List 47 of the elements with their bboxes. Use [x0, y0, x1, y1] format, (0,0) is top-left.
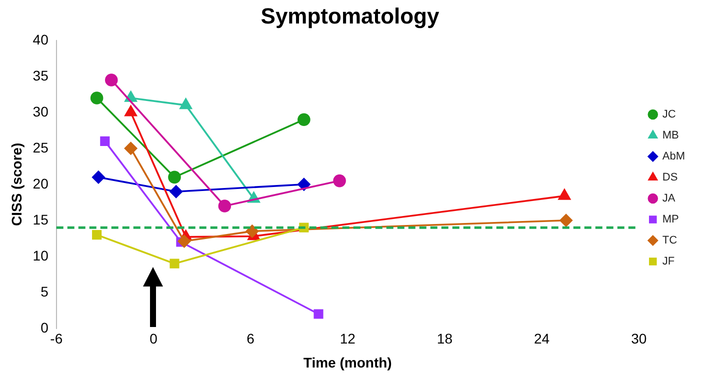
- point: [168, 170, 181, 184]
- point: [92, 170, 105, 184]
- point: [558, 189, 571, 200]
- legend-label: JF: [662, 256, 675, 268]
- legend-label: MP: [662, 214, 679, 226]
- point: [124, 142, 138, 155]
- legend-label: DS: [662, 172, 678, 184]
- point: [100, 136, 110, 146]
- point: [246, 224, 259, 238]
- point: [298, 178, 310, 191]
- point: [218, 200, 232, 212]
- legend-label: MB: [662, 130, 679, 142]
- x-tick-label: 0: [150, 330, 158, 347]
- point: [298, 113, 310, 126]
- point: [92, 230, 102, 240]
- x-axis-title: Time (month): [303, 354, 392, 370]
- y-tick-label: 10: [32, 247, 49, 264]
- point: [314, 309, 324, 319]
- y-tick-label: 40: [32, 31, 49, 48]
- chart-title: Symptomatology: [260, 3, 440, 28]
- y-tick-label: 35: [32, 67, 49, 84]
- y-tick-label: 15: [32, 211, 49, 228]
- x-tick-label: -6: [50, 330, 63, 347]
- point: [178, 234, 191, 248]
- point: [170, 185, 183, 198]
- legend-label: JC: [662, 108, 676, 121]
- x-tick-label: 18: [436, 330, 453, 347]
- point: [124, 106, 137, 116]
- legend-label: JA: [662, 192, 676, 205]
- legend-label: AbM: [662, 150, 686, 163]
- point: [560, 214, 572, 227]
- point: [333, 174, 346, 188]
- x-tick-label: 12: [340, 330, 356, 347]
- y-tick-label: 5: [40, 283, 49, 300]
- y-tick-label: 20: [32, 175, 49, 192]
- y-tick-label: 25: [32, 139, 49, 156]
- y-axis-title: CISS (score): [8, 142, 24, 226]
- point: [170, 258, 180, 268]
- x-tick-label: 6: [246, 330, 255, 347]
- y-tick-label: 0: [40, 319, 49, 336]
- point: [180, 98, 192, 110]
- point: [104, 74, 118, 86]
- point: [90, 92, 104, 104]
- y-tick-label: 30: [32, 103, 49, 120]
- legend-label: TC: [662, 234, 678, 247]
- x-tick-label: 24: [534, 330, 550, 347]
- x-tick-label: 30: [631, 330, 647, 347]
